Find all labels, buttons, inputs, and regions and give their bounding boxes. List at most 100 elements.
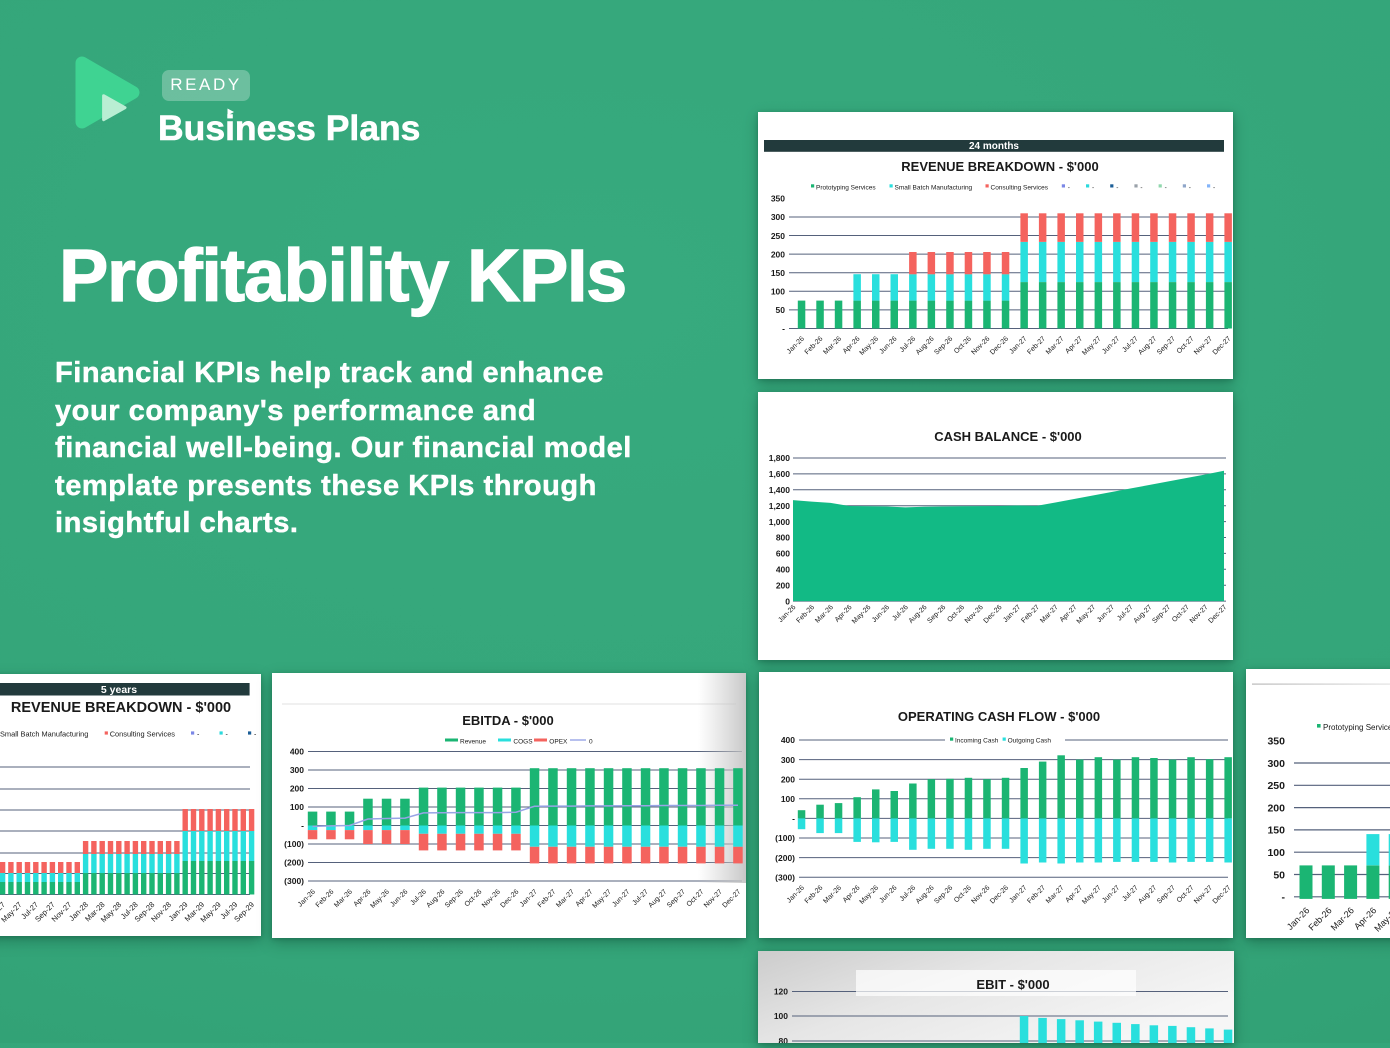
svg-text:-: - bbox=[1282, 892, 1286, 904]
svg-text:100: 100 bbox=[771, 287, 785, 297]
svg-text:150: 150 bbox=[1267, 825, 1285, 837]
svg-text:Jun-27: Jun-27 bbox=[1101, 884, 1121, 904]
svg-text:Jan-27: Jan-27 bbox=[1008, 335, 1028, 355]
svg-text:Consulting Services: Consulting Services bbox=[110, 729, 176, 738]
svg-text:Oct-27: Oct-27 bbox=[1171, 604, 1191, 624]
svg-text:200: 200 bbox=[771, 249, 785, 259]
svg-text:-: - bbox=[1116, 185, 1118, 192]
svg-text:Feb-26: Feb-26 bbox=[804, 884, 825, 905]
svg-text:Oct-26: Oct-26 bbox=[946, 604, 966, 624]
svg-text:-: - bbox=[1092, 185, 1094, 192]
svg-text:-: - bbox=[226, 732, 229, 739]
svg-text:Nov-27: Nov-27 bbox=[703, 888, 724, 909]
svg-text:Nov-27: Nov-27 bbox=[1193, 335, 1214, 356]
svg-text:OPERATING CASH FLOW - $'000: OPERATING CASH FLOW - $'000 bbox=[898, 709, 1100, 724]
svg-text:Sep-26: Sep-26 bbox=[933, 884, 954, 905]
svg-text:May-26: May-26 bbox=[369, 888, 391, 910]
svg-text:(100): (100) bbox=[775, 833, 795, 843]
svg-text:300: 300 bbox=[1267, 758, 1285, 770]
svg-text:300: 300 bbox=[781, 755, 795, 765]
svg-text:Dec-26: Dec-26 bbox=[499, 888, 520, 909]
svg-text:1,400: 1,400 bbox=[769, 485, 791, 495]
svg-text:Feb-26: Feb-26 bbox=[315, 888, 336, 909]
svg-text:Incoming Cash: Incoming Cash bbox=[955, 738, 999, 745]
svg-text:Sep-26: Sep-26 bbox=[933, 335, 954, 356]
svg-text:Dec-26: Dec-26 bbox=[983, 604, 1004, 625]
svg-text:EBIT - $'000: EBIT - $'000 bbox=[976, 977, 1049, 992]
svg-text:-: - bbox=[254, 732, 257, 739]
svg-text:-: - bbox=[1165, 185, 1167, 192]
svg-text:-: - bbox=[792, 814, 795, 824]
svg-text:Dec-27: Dec-27 bbox=[1212, 884, 1233, 905]
svg-text:Mar-26: Mar-26 bbox=[822, 884, 843, 905]
svg-text:0: 0 bbox=[589, 739, 593, 746]
svg-text:-: - bbox=[197, 732, 200, 739]
svg-text:(300): (300) bbox=[775, 872, 795, 882]
svg-text:-: - bbox=[1140, 185, 1142, 192]
svg-text:Mar-27: Mar-27 bbox=[1045, 884, 1066, 905]
svg-text:800: 800 bbox=[776, 533, 790, 543]
svg-text:-: - bbox=[301, 821, 304, 831]
svg-text:Sep-27: Sep-27 bbox=[1156, 335, 1177, 356]
svg-text:Jan-27: Jan-27 bbox=[519, 888, 539, 908]
svg-text:Consulting Services: Consulting Services bbox=[991, 184, 1049, 191]
svg-text:Jan-26: Jan-26 bbox=[786, 884, 806, 904]
svg-text:Aug-26: Aug-26 bbox=[425, 888, 446, 909]
svg-text:May-27: May-27 bbox=[1076, 604, 1098, 626]
svg-text:1,600: 1,600 bbox=[769, 469, 791, 479]
svg-text:Feb-26: Feb-26 bbox=[1306, 905, 1333, 932]
svg-text:-: - bbox=[1213, 185, 1215, 192]
svg-text:Nov-26: Nov-26 bbox=[970, 335, 991, 356]
svg-text:Nov-27: Nov-27 bbox=[1193, 884, 1214, 905]
svg-text:COGS: COGS bbox=[513, 739, 533, 746]
svg-text:CASH BALANCE - $'000: CASH BALANCE - $'000 bbox=[934, 429, 1082, 444]
svg-text:400: 400 bbox=[781, 735, 795, 745]
svg-text:1,200: 1,200 bbox=[769, 501, 791, 511]
svg-text:Jun-26: Jun-26 bbox=[879, 335, 899, 355]
svg-text:Feb-27: Feb-27 bbox=[1026, 884, 1047, 905]
svg-text:300: 300 bbox=[290, 765, 304, 775]
svg-text:May-27: May-27 bbox=[1081, 884, 1103, 906]
svg-text:1,800: 1,800 bbox=[769, 453, 791, 463]
svg-text:Aug-27: Aug-27 bbox=[647, 888, 668, 909]
svg-text:Jun-26: Jun-26 bbox=[871, 604, 891, 624]
svg-text:Aug-27: Aug-27 bbox=[1133, 604, 1154, 625]
svg-text:Mar-27: Mar-27 bbox=[1039, 604, 1060, 625]
svg-text:(100): (100) bbox=[284, 839, 304, 849]
svg-text:Aug-27: Aug-27 bbox=[1137, 884, 1158, 905]
svg-text:Dec-26: Dec-26 bbox=[989, 335, 1010, 356]
svg-text:Sep-27: Sep-27 bbox=[666, 888, 687, 909]
svg-text:250: 250 bbox=[1267, 780, 1285, 792]
svg-text:Nov-27: Nov-27 bbox=[1189, 604, 1210, 625]
svg-text:Dec-27: Dec-27 bbox=[1207, 604, 1228, 625]
svg-text:Jun-26: Jun-26 bbox=[879, 884, 899, 904]
svg-text:Jan-27: Jan-27 bbox=[1008, 884, 1028, 904]
svg-text:0: 0 bbox=[785, 596, 790, 606]
svg-text:300: 300 bbox=[771, 212, 785, 222]
svg-text:Jan-27: Jan-27 bbox=[1002, 604, 1022, 624]
svg-text:600: 600 bbox=[776, 549, 790, 559]
svg-text:May-26: May-26 bbox=[859, 884, 881, 906]
svg-text:100: 100 bbox=[774, 1011, 788, 1021]
svg-text:Dec-27: Dec-27 bbox=[721, 888, 742, 909]
svg-text:200: 200 bbox=[290, 784, 304, 794]
svg-text:Aug-26: Aug-26 bbox=[915, 884, 936, 905]
svg-text:May-26: May-26 bbox=[859, 335, 881, 357]
svg-text:400: 400 bbox=[776, 565, 790, 575]
svg-text:Jan-26: Jan-26 bbox=[777, 604, 797, 624]
svg-text:Jan-26: Jan-26 bbox=[786, 335, 806, 355]
svg-text:Jun-27: Jun-27 bbox=[1101, 335, 1121, 355]
svg-text:350: 350 bbox=[771, 194, 785, 204]
svg-text:250: 250 bbox=[771, 231, 785, 241]
svg-text:Sep-26: Sep-26 bbox=[926, 604, 947, 625]
svg-text:Jun-26: Jun-26 bbox=[389, 888, 409, 908]
svg-text:Prototyping Services: Prototyping Services bbox=[816, 184, 876, 191]
svg-text:Jun-27: Jun-27 bbox=[1096, 604, 1116, 624]
svg-text:Nov-26: Nov-26 bbox=[964, 604, 985, 625]
svg-text:Nov-26: Nov-26 bbox=[970, 884, 991, 905]
svg-text:Aug-26: Aug-26 bbox=[915, 335, 936, 356]
svg-text:Feb-26: Feb-26 bbox=[804, 335, 825, 356]
svg-text:Dec-27: Dec-27 bbox=[1212, 335, 1233, 356]
svg-text:50: 50 bbox=[776, 305, 786, 315]
svg-text:400: 400 bbox=[290, 747, 304, 757]
